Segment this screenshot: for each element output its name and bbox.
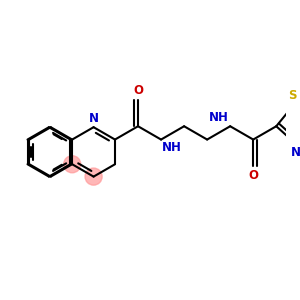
Text: N: N	[291, 146, 300, 159]
Text: O: O	[248, 169, 258, 182]
Text: S: S	[288, 89, 297, 103]
Text: NH: NH	[209, 111, 229, 124]
Text: NH: NH	[162, 141, 182, 154]
Circle shape	[85, 168, 102, 185]
Text: N: N	[88, 112, 99, 125]
Text: O: O	[133, 84, 143, 97]
Circle shape	[64, 156, 81, 173]
